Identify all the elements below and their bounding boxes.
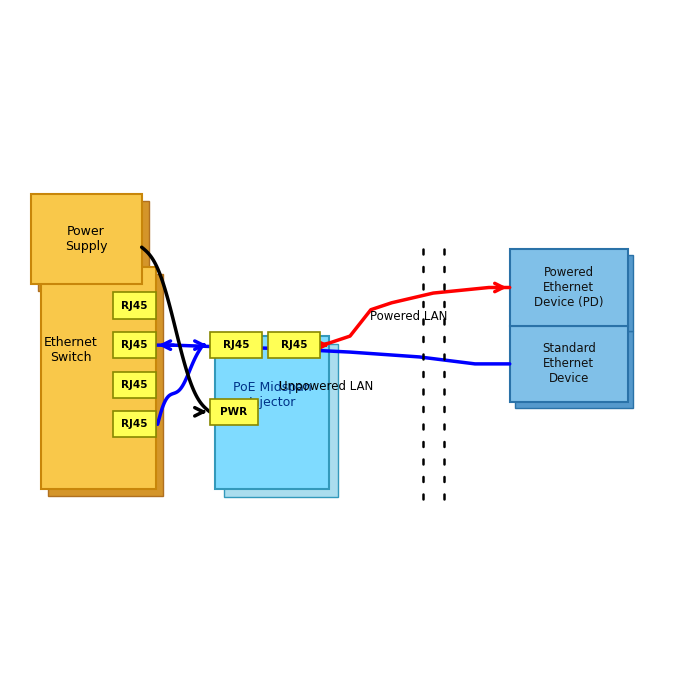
Bar <box>113 293 155 318</box>
Bar <box>215 336 329 489</box>
Text: Unpowered LAN: Unpowered LAN <box>279 379 373 393</box>
Text: PWR: PWR <box>220 407 248 416</box>
Bar <box>268 332 320 358</box>
Text: Standard
Ethernet
Device: Standard Ethernet Device <box>542 342 596 386</box>
Bar <box>113 372 155 398</box>
Bar <box>510 249 628 326</box>
Bar <box>41 267 155 489</box>
Text: RJ45: RJ45 <box>121 379 147 390</box>
Bar <box>510 326 628 402</box>
Bar <box>31 194 141 284</box>
Bar <box>515 255 634 331</box>
Bar <box>48 274 162 496</box>
Bar <box>210 398 258 425</box>
Bar <box>210 332 262 358</box>
Bar <box>113 332 155 358</box>
Bar <box>113 411 155 438</box>
Text: RJ45: RJ45 <box>281 340 307 350</box>
Text: Power
Supply: Power Supply <box>65 225 107 253</box>
Text: RJ45: RJ45 <box>223 340 249 350</box>
Text: Ethernet
Switch: Ethernet Switch <box>44 336 98 364</box>
Text: RJ45: RJ45 <box>121 300 147 311</box>
Text: Powered
Ethernet
Device (PD): Powered Ethernet Device (PD) <box>534 266 603 309</box>
Bar <box>223 344 338 497</box>
Text: PoE Midspan
Injector: PoE Midspan Injector <box>233 381 312 409</box>
Bar <box>38 201 148 291</box>
Bar <box>515 331 634 407</box>
Text: RJ45: RJ45 <box>121 419 147 429</box>
Text: RJ45: RJ45 <box>121 340 147 350</box>
Text: Powered LAN: Powered LAN <box>370 310 448 323</box>
